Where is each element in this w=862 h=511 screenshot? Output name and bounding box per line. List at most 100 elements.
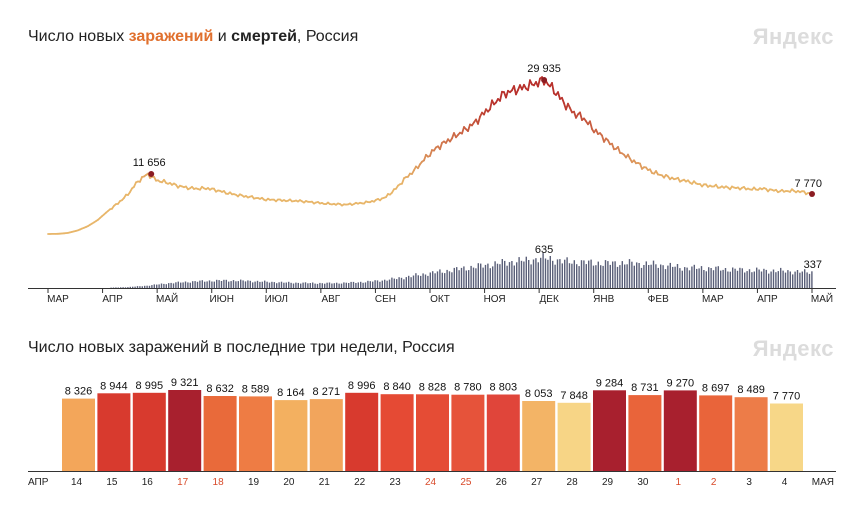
month-tick-label: МАР [47, 294, 69, 305]
deaths-bar [345, 282, 347, 288]
deaths-bar [508, 262, 511, 288]
cases-line-segment [499, 90, 503, 102]
daily-cases-value-label: 7 848 [560, 390, 588, 402]
deaths-bar [261, 281, 263, 288]
deaths-bar [607, 261, 609, 288]
deaths-bar [273, 282, 275, 288]
deaths-bar [708, 267, 710, 288]
deaths-bars [110, 253, 813, 288]
deaths-bar [439, 269, 441, 288]
chart1-title-cases: заражений [128, 28, 214, 45]
deaths-bar [542, 253, 544, 288]
deaths-bar [201, 280, 203, 288]
axis-start-month-label: АПР [28, 477, 49, 488]
deaths-bar [770, 271, 772, 288]
deaths-bar [775, 272, 777, 288]
month-tick-label: ЯНВ [593, 294, 614, 305]
deaths-bar [506, 265, 508, 288]
month-tick-label: НОЯ [484, 294, 506, 305]
deaths-bar [441, 272, 443, 288]
deaths-bar [432, 271, 434, 288]
deaths-bar [540, 257, 542, 288]
deaths-bar [777, 271, 779, 288]
day-tick-label: 14 [71, 477, 83, 488]
deaths-bar [568, 263, 571, 288]
deaths-bar [415, 273, 417, 288]
cases-max-label: 29 935 [527, 63, 561, 75]
deaths-bar [216, 279, 218, 288]
deaths-bar [340, 283, 343, 288]
deaths-bar [616, 266, 619, 288]
deaths-bar [468, 270, 470, 288]
deaths-bar [628, 259, 631, 288]
day-tick-label: 26 [496, 477, 508, 488]
deaths-bar [588, 260, 590, 288]
deaths-bar [151, 285, 153, 288]
deaths-bar [633, 265, 635, 288]
deaths-bar [780, 267, 782, 288]
deaths-bar [448, 271, 451, 288]
deaths-bar [626, 264, 628, 288]
deaths-bar [184, 281, 187, 288]
chart2-title: Число новых заражений в последние три не… [28, 339, 455, 356]
deaths-bar [645, 261, 647, 288]
deaths-bar [302, 282, 304, 288]
deaths-bar [453, 267, 455, 288]
deaths-bar [168, 283, 170, 288]
daily-cases-bar [522, 401, 556, 471]
month-tick-label: АПР [102, 294, 123, 305]
deaths-bar [350, 281, 352, 288]
chart1-brand-logo: Яндекс [752, 24, 834, 49]
chart2-brand-logo: Яндекс [752, 336, 834, 361]
day-tick-label: 21 [319, 477, 331, 488]
deaths-bar [420, 275, 422, 288]
deaths-bar [417, 275, 419, 288]
deaths-bar [484, 264, 487, 288]
day-tick-label: 24 [425, 477, 437, 488]
deaths-bar [381, 280, 383, 288]
deaths-bar [756, 267, 758, 288]
deaths-bar [129, 286, 131, 288]
deaths-bar [732, 267, 734, 288]
deaths-bar [592, 265, 595, 288]
deaths-bar [657, 267, 659, 288]
deaths-bar [532, 259, 535, 288]
deaths-bar [470, 265, 472, 288]
deaths-bar [244, 281, 247, 288]
month-tick-label: СЕН [375, 294, 396, 305]
deaths-bar [343, 282, 345, 288]
deaths-bar [720, 270, 722, 288]
deaths-bar [583, 260, 585, 288]
month-tick-label: АПР [757, 294, 778, 305]
deaths-bar [686, 267, 688, 288]
deaths-bar [799, 272, 801, 288]
deaths-bar [376, 280, 379, 288]
deaths-bar [648, 265, 650, 288]
cases-line-segment [489, 99, 493, 111]
deaths-bar [136, 286, 139, 288]
day-tick-label: 15 [106, 477, 118, 488]
month-tick-label: ФЕВ [648, 294, 669, 305]
deaths-bar [612, 261, 614, 288]
deaths-bar [148, 285, 151, 288]
deaths-bar [204, 281, 206, 288]
day-tick-label: 28 [567, 477, 579, 488]
month-tick-label: ИЮЛ [265, 294, 288, 305]
deaths-bar [811, 271, 813, 288]
daily-cases-bar [663, 390, 697, 471]
deaths-bar [292, 283, 295, 288]
deaths-bar [355, 283, 357, 288]
cases-line-segment [461, 126, 465, 135]
deaths-bar [664, 269, 667, 288]
day-tick-label: 30 [637, 477, 649, 488]
deaths-bar [304, 282, 307, 288]
deaths-bar [194, 281, 196, 288]
deaths-max-label: 635 [535, 244, 553, 256]
deaths-bar [614, 261, 616, 288]
deaths-bar [364, 282, 367, 288]
deaths-bar [328, 282, 331, 288]
deaths-last-label: 337 [804, 259, 822, 271]
day-tick-label: 4 [782, 477, 788, 488]
deaths-bar [213, 281, 215, 288]
deaths-bar [597, 261, 599, 288]
